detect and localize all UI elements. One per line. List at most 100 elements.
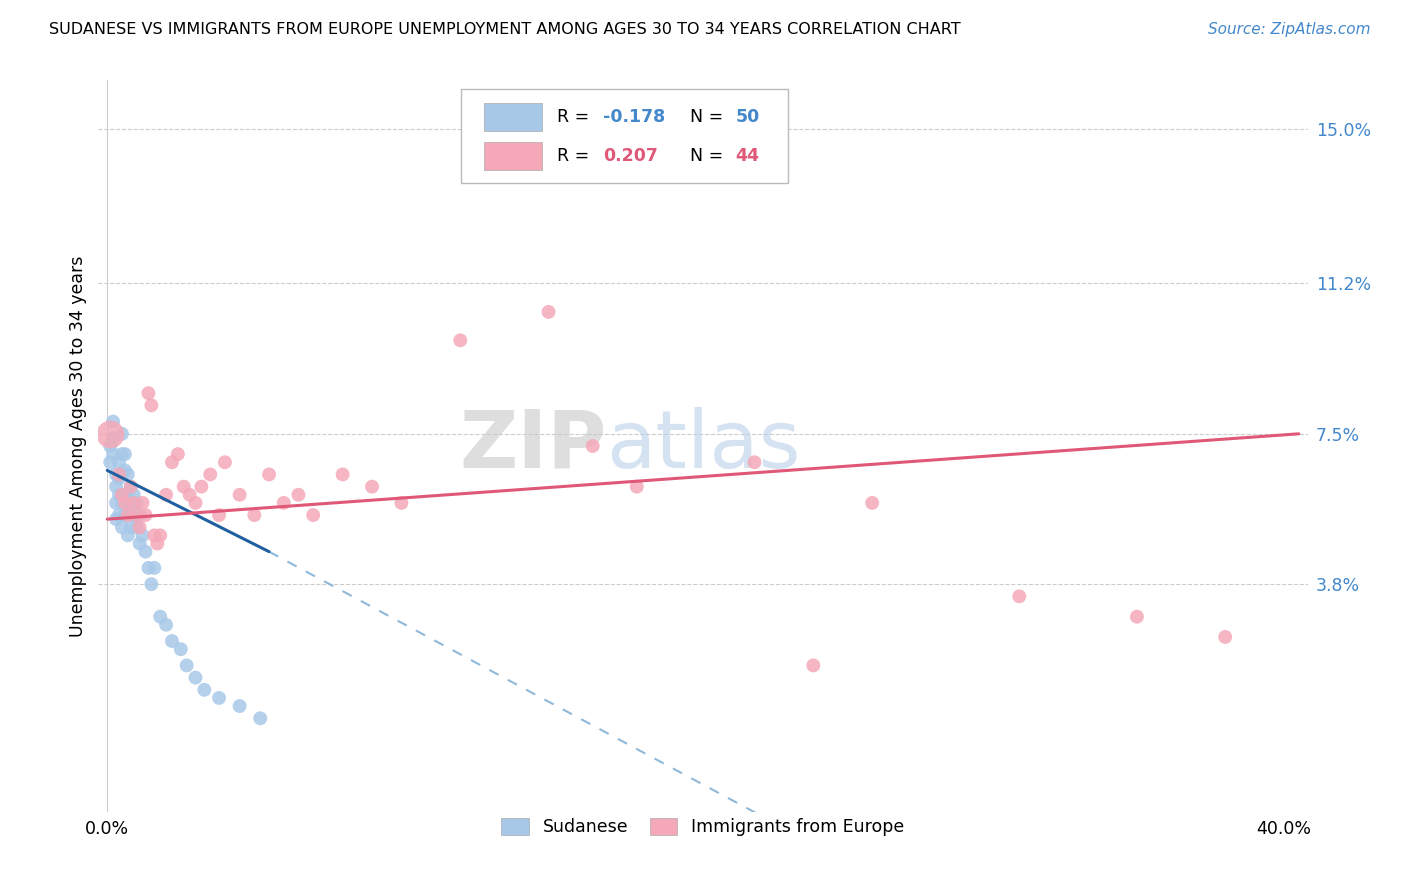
Point: [101, 447, 124, 461]
Point: [228, 699, 250, 714]
Point: [626, 480, 648, 494]
Point: [170, 642, 193, 657]
Point: [105, 496, 128, 510]
Point: [120, 480, 142, 494]
Point: [138, 561, 160, 575]
Point: [105, 512, 128, 526]
Point: [105, 467, 128, 482]
Point: [184, 496, 207, 510]
Point: [138, 386, 160, 401]
Point: [98, 439, 121, 453]
Text: -0.178: -0.178: [603, 108, 665, 126]
Point: [111, 496, 134, 510]
Point: [111, 467, 134, 482]
Point: [449, 334, 471, 348]
Point: [208, 508, 231, 522]
Point: [101, 431, 124, 445]
Point: [131, 496, 153, 510]
Point: [228, 488, 250, 502]
Point: [128, 520, 150, 534]
Y-axis label: Unemployment Among Ages 30 to 34 years: Unemployment Among Ages 30 to 34 years: [69, 255, 87, 637]
Point: [143, 528, 166, 542]
Point: [105, 480, 128, 494]
Point: [108, 467, 131, 482]
Point: [155, 488, 177, 502]
Point: [114, 508, 136, 522]
Point: [179, 488, 201, 502]
Point: [273, 496, 295, 510]
Text: 50: 50: [735, 108, 759, 126]
Point: [149, 528, 172, 542]
Point: [141, 577, 163, 591]
Text: R =: R =: [557, 108, 595, 126]
Point: [160, 634, 183, 648]
Point: [111, 426, 134, 441]
Point: [128, 508, 150, 522]
Point: [98, 426, 121, 441]
Point: [249, 711, 271, 725]
Point: [160, 455, 183, 469]
Point: [134, 544, 156, 558]
Point: [111, 488, 134, 502]
Point: [120, 480, 142, 494]
Text: ZIP: ZIP: [458, 407, 606, 485]
Point: [108, 471, 131, 485]
Point: [744, 455, 766, 469]
Text: N =: N =: [690, 108, 728, 126]
Text: 44: 44: [735, 147, 759, 165]
Text: 0.207: 0.207: [603, 147, 658, 165]
Point: [287, 488, 309, 502]
Point: [361, 480, 384, 494]
Legend: Sudanese, Immigrants from Europe: Sudanese, Immigrants from Europe: [495, 811, 911, 843]
Point: [122, 488, 145, 502]
Point: [114, 496, 136, 510]
Point: [108, 508, 131, 522]
Point: [146, 536, 169, 550]
Point: [332, 467, 354, 482]
Point: [302, 508, 325, 522]
Point: [125, 520, 148, 534]
Point: [114, 447, 136, 461]
Text: SUDANESE VS IMMIGRANTS FROM EUROPE UNEMPLOYMENT AMONG AGES 30 TO 34 YEARS CORREL: SUDANESE VS IMMIGRANTS FROM EUROPE UNEMP…: [49, 22, 960, 37]
Text: R =: R =: [557, 147, 595, 165]
Point: [155, 617, 177, 632]
Point: [537, 305, 560, 319]
Point: [391, 496, 413, 510]
Point: [125, 496, 148, 510]
Point: [122, 496, 145, 510]
Point: [1008, 590, 1031, 604]
Point: [173, 480, 195, 494]
Point: [184, 671, 207, 685]
Point: [243, 508, 266, 522]
Point: [166, 447, 188, 461]
Point: [117, 528, 139, 542]
Point: [200, 467, 222, 482]
Point: [108, 488, 131, 502]
FancyBboxPatch shape: [461, 89, 787, 183]
Point: [134, 508, 156, 522]
Point: [801, 658, 824, 673]
Point: [141, 398, 163, 412]
Point: [149, 609, 172, 624]
Point: [176, 658, 198, 673]
Point: [117, 488, 139, 502]
Point: [1213, 630, 1236, 644]
Point: [128, 536, 150, 550]
Point: [114, 488, 136, 502]
FancyBboxPatch shape: [484, 143, 543, 170]
Point: [111, 520, 134, 534]
Point: [143, 561, 166, 575]
Point: [860, 496, 883, 510]
Text: N =: N =: [690, 147, 728, 165]
Point: [582, 439, 605, 453]
Point: [120, 520, 142, 534]
Point: [114, 463, 136, 477]
Point: [1126, 609, 1149, 624]
Point: [98, 455, 121, 469]
Point: [131, 528, 153, 542]
Point: [193, 682, 215, 697]
Point: [214, 455, 236, 469]
Point: [108, 455, 131, 469]
Text: atlas: atlas: [606, 407, 800, 485]
Point: [122, 508, 145, 522]
